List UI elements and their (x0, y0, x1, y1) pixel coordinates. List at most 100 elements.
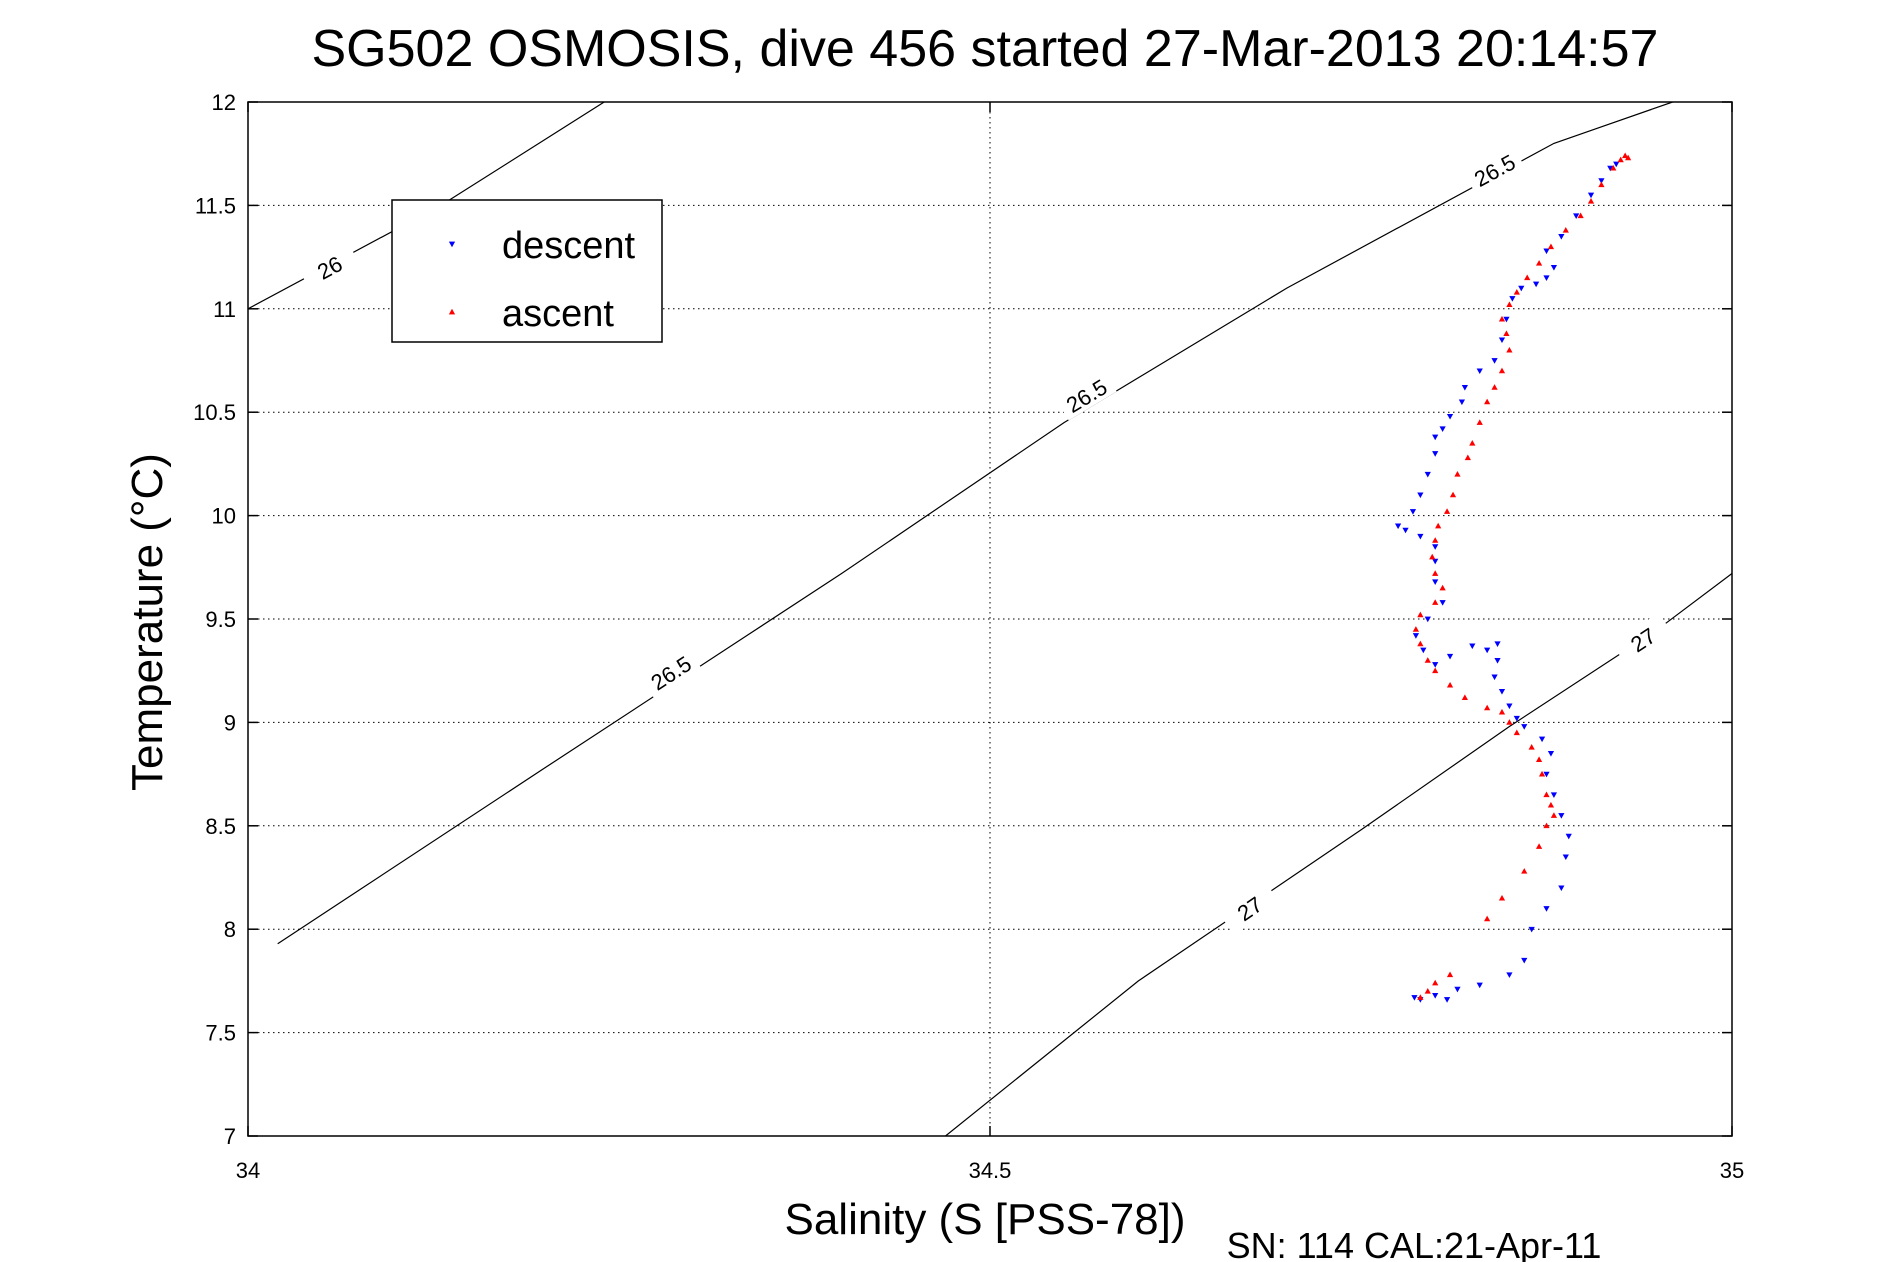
contour-label-bg (639, 645, 701, 699)
ascent-point (1461, 694, 1468, 700)
descent-point (1454, 986, 1461, 993)
ascent-point (1550, 812, 1558, 818)
y-axis-label: Temperature (°C) (123, 453, 172, 791)
descent-point (1506, 703, 1513, 710)
descent-point (1498, 337, 1506, 344)
ascent-point (1432, 667, 1439, 674)
descent-point (1613, 161, 1620, 168)
descent-point (1424, 616, 1431, 623)
descent-point (1513, 715, 1520, 722)
ascent-point (1498, 894, 1506, 901)
descent-point (1587, 192, 1595, 199)
descent-point (1439, 426, 1446, 432)
contour-label-bg (298, 241, 360, 292)
descent-point (1469, 643, 1476, 650)
ascent-point (1513, 729, 1520, 736)
descent-point (1432, 451, 1439, 457)
ascent-point (1429, 553, 1436, 560)
ascent-point (1417, 640, 1424, 647)
descent-point (1443, 997, 1451, 1003)
legend-box (391, 199, 663, 343)
y-tick-label: 10.5 (193, 400, 236, 425)
ascent-point (1538, 770, 1546, 777)
ascent-point (1464, 454, 1471, 461)
footer-serial-calibration: SN: 114 CAL:21-Apr-11 (1227, 1225, 1602, 1262)
descent-point (1424, 471, 1431, 478)
ascent-point (1439, 584, 1446, 591)
y-tick-label: 10 (212, 504, 236, 529)
descent-point (1547, 751, 1555, 757)
descent-point (1533, 281, 1540, 288)
y-tick-label: 12 (212, 90, 236, 115)
y-tick-label: 9 (224, 710, 236, 735)
ascent-point (1498, 315, 1506, 322)
y-tick-label: 7 (224, 1124, 236, 1149)
descent-point (1598, 178, 1605, 184)
descent-point (1411, 995, 1418, 1001)
descent-point (1565, 833, 1572, 840)
isopycnal-27 (945, 573, 1732, 1136)
ascent-point (1491, 384, 1498, 390)
descent-point (1432, 558, 1439, 565)
ascent-point (1432, 570, 1439, 576)
legend: descent ascent (391, 199, 663, 343)
ascent-point (1417, 611, 1424, 618)
ascent-point (1521, 868, 1528, 874)
ascent-point (1449, 491, 1457, 498)
descent-point (1521, 957, 1528, 964)
descent-point (1432, 434, 1439, 441)
ascent-point (1484, 398, 1491, 405)
ascent-point (1535, 843, 1543, 849)
descent-point (1573, 213, 1580, 219)
ascent-point (1524, 274, 1531, 281)
descent-point (1506, 972, 1513, 978)
descent-point (1432, 992, 1439, 999)
x-tick-label: 35 (1720, 1158, 1744, 1183)
ascent-point (1598, 181, 1605, 188)
legend-label-ascent: ascent (502, 293, 614, 335)
descent-point (1494, 657, 1501, 664)
contour-label-bg (1611, 612, 1674, 666)
ascent-point (1506, 719, 1513, 725)
ascent-point (1424, 988, 1431, 994)
descent-point (1446, 413, 1454, 420)
ascent-point (1443, 508, 1451, 514)
ascent-point (1610, 164, 1617, 171)
ascent-point (1513, 289, 1520, 295)
descent-point (1439, 600, 1446, 606)
x-axis-label: Salinity (S [PSS-78]) (784, 1195, 1185, 1244)
descent-point (1509, 296, 1516, 302)
descent-point (1558, 813, 1565, 819)
ascent-point (1543, 822, 1550, 829)
legend-marker-ascent (448, 308, 456, 315)
descent-point (1417, 492, 1424, 499)
descent-point (1550, 265, 1558, 271)
descent-point (1484, 647, 1491, 654)
legend-marker-descent (448, 241, 456, 248)
descent-point (1558, 885, 1565, 892)
descent-point (1476, 368, 1483, 375)
descent-point (1538, 736, 1546, 743)
descent-point (1543, 906, 1550, 912)
descent-point (1409, 509, 1417, 515)
descent-point (1562, 854, 1569, 861)
data-points (1394, 152, 1632, 1003)
y-tick-label: 8 (224, 917, 236, 942)
ascent-point (1506, 346, 1513, 353)
descent-point (1491, 674, 1498, 681)
descent-point (1402, 527, 1409, 534)
descent-point (1550, 792, 1558, 798)
ascent-point (1535, 260, 1543, 266)
x-tick-label: 34.5 (969, 1158, 1012, 1183)
y-axis-ticks: 7 7.5 8 8.5 9 9.5 10 10.5 11 11.5 12 (193, 90, 1732, 1149)
descent-point (1543, 248, 1550, 255)
ascent-point (1506, 301, 1513, 308)
descent-point (1518, 285, 1525, 292)
descent-point (1491, 358, 1498, 364)
x-axis-ticks: 34 34.5 35 (236, 102, 1744, 1183)
descent-point (1432, 544, 1439, 550)
ascent-point (1424, 657, 1431, 663)
descent-point (1498, 689, 1506, 695)
